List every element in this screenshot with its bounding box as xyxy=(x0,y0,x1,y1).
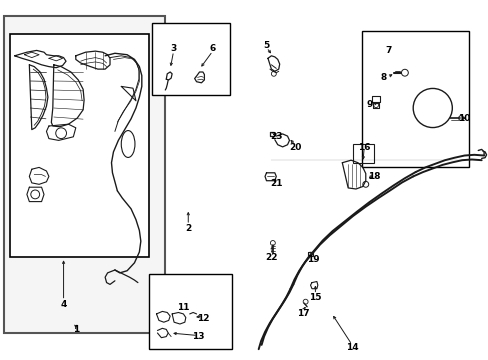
Text: 1: 1 xyxy=(73,325,79,334)
Bar xyxy=(149,274,232,349)
Text: 12: 12 xyxy=(196,314,209,323)
Text: 21: 21 xyxy=(269,179,282,188)
Text: 9: 9 xyxy=(365,100,372,109)
Text: 11: 11 xyxy=(177,303,189,312)
Text: 14: 14 xyxy=(345,343,358,352)
Text: 19: 19 xyxy=(306,255,319,264)
Text: 7: 7 xyxy=(385,46,391,55)
Bar xyxy=(151,23,229,95)
Bar xyxy=(352,144,373,163)
Text: 3: 3 xyxy=(170,44,176,53)
Bar xyxy=(4,16,165,333)
Text: 2: 2 xyxy=(185,224,191,233)
Text: 23: 23 xyxy=(269,132,282,141)
Text: 18: 18 xyxy=(367,172,380,181)
Text: 17: 17 xyxy=(296,309,309,318)
Bar xyxy=(361,31,468,167)
Text: 6: 6 xyxy=(209,44,215,53)
Text: 15: 15 xyxy=(308,292,321,302)
Text: 4: 4 xyxy=(60,300,67,309)
Text: 16: 16 xyxy=(357,143,370,152)
Text: 22: 22 xyxy=(264,253,277,262)
Text: 10: 10 xyxy=(457,114,470,123)
Text: 20: 20 xyxy=(289,143,302,152)
Text: 8: 8 xyxy=(380,73,386,82)
Text: 13: 13 xyxy=(191,332,204,341)
Text: 5: 5 xyxy=(263,40,269,49)
Bar xyxy=(10,34,149,257)
